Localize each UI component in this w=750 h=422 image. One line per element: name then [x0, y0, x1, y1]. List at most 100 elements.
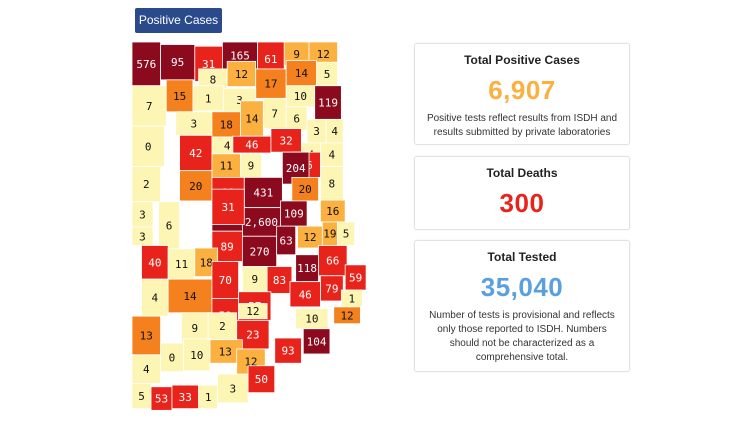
county-case-count: 3 — [236, 94, 243, 107]
county-case-count: 4 — [152, 292, 159, 305]
county-case-count: 42 — [189, 147, 202, 160]
county-case-count: 9 — [191, 322, 198, 335]
county-case-count: 10 — [190, 349, 203, 362]
county-case-count: 431 — [253, 187, 273, 200]
county-case-count: 16 — [326, 205, 339, 218]
county-case-count: 18 — [200, 256, 213, 269]
county-case-count: 5 — [324, 68, 331, 81]
county-case-count: 12 — [317, 48, 330, 61]
county-case-count: 20 — [299, 183, 312, 196]
county-case-count: 13 — [219, 345, 232, 358]
county-shape[interactable] — [241, 235, 278, 267]
county-case-count: 11 — [175, 258, 188, 271]
county-shape[interactable] — [131, 41, 161, 87]
county-case-count: 0 — [169, 351, 176, 364]
county-case-count: 6 — [293, 113, 300, 126]
county-case-count: 7 — [146, 100, 153, 113]
county-shape[interactable] — [131, 85, 167, 127]
county-case-count: 46 — [245, 139, 258, 152]
county-case-count: 10 — [294, 90, 307, 103]
county-case-count: 11 — [220, 160, 233, 173]
county-case-count: 118 — [297, 262, 317, 275]
county-case-count: 1 — [205, 92, 212, 105]
county-case-count: 61 — [264, 53, 277, 66]
county-case-count: 9 — [251, 273, 258, 286]
county-case-count: 4 — [329, 149, 336, 162]
county-shape[interactable] — [247, 365, 276, 394]
county-case-count: 50 — [255, 373, 268, 386]
total-positive-card: Total Positive Cases 6,907 Positive test… — [414, 43, 630, 145]
total-positive-title: Total Positive Cases — [464, 53, 580, 67]
county-shape[interactable] — [211, 188, 245, 225]
county-shape[interactable] — [131, 166, 161, 203]
county-shape[interactable] — [314, 85, 342, 120]
county-shape[interactable] — [131, 315, 161, 356]
county-case-count: 5 — [138, 390, 145, 403]
county-shape[interactable] — [280, 200, 308, 227]
county-shape[interactable] — [333, 306, 361, 325]
county-shape[interactable] — [241, 207, 281, 237]
county-case-count: 4 — [224, 139, 231, 152]
county-case-count: 9 — [248, 160, 255, 173]
county-case-count: 13 — [140, 329, 153, 342]
county-case-count: 19 — [323, 228, 336, 241]
county-shape[interactable] — [217, 373, 249, 404]
county-case-count: 2 — [219, 320, 226, 333]
county-case-count: 66 — [326, 255, 339, 268]
total-positive-value: 6,907 — [488, 75, 556, 105]
county-case-count: 79 — [325, 282, 338, 295]
county-case-count: 3 — [139, 208, 146, 221]
county-case-count: 12 — [246, 305, 259, 318]
county-case-count: 3 — [230, 382, 237, 395]
county-case-count: 14 — [183, 290, 197, 303]
county-case-count: 89 — [221, 240, 234, 253]
county-shape[interactable] — [238, 303, 268, 320]
county-shape[interactable] — [131, 125, 165, 167]
county-case-count: 70 — [219, 274, 232, 287]
county-case-count: 59 — [349, 271, 362, 284]
county-shape[interactable] — [141, 278, 169, 317]
positive-cases-button[interactable]: Positive Cases — [135, 8, 222, 33]
county-case-count: 31 — [202, 58, 215, 71]
county-case-count: 53 — [155, 393, 168, 406]
county-shape[interactable] — [302, 328, 331, 355]
county-case-count: 109 — [284, 208, 304, 221]
county-shape[interactable] — [226, 60, 257, 87]
county-case-count: 4 — [331, 125, 338, 138]
county-shape[interactable] — [274, 337, 302, 364]
county-case-count: 576 — [136, 58, 156, 71]
county-case-count: 12 — [340, 309, 353, 322]
county-case-count: 10 — [305, 313, 318, 326]
county-case-count: 204 — [286, 162, 306, 175]
county-shape[interactable] — [266, 266, 293, 294]
total-positive-note: Positive tests reflect results from ISDH… — [426, 113, 618, 138]
county-case-count: 3 — [139, 230, 146, 243]
county-case-count: 93 — [281, 345, 294, 358]
county-case-count: 165 — [230, 49, 250, 62]
county-shape[interactable] — [182, 338, 211, 372]
county-case-count: 18 — [220, 118, 233, 131]
county-shape[interactable] — [192, 85, 224, 112]
county-case-count: 4 — [143, 363, 150, 376]
county-shape[interactable] — [167, 248, 196, 280]
county-case-count: 1 — [349, 292, 356, 305]
county-case-count: 5 — [343, 228, 350, 241]
county-case-count: 14 — [245, 113, 259, 126]
county-case-count: 8 — [329, 177, 336, 190]
total-deaths-title: Total Deaths — [486, 166, 558, 180]
county-shape[interactable] — [289, 281, 321, 308]
county-shape[interactable] — [276, 225, 297, 256]
total-tested-note: Number of tests is provisional and refle… — [429, 310, 615, 363]
county-shape[interactable] — [160, 44, 196, 81]
county-case-count: 83 — [273, 274, 286, 287]
county-case-count: 8 — [210, 73, 217, 86]
county-case-count: 7 — [271, 107, 278, 120]
county-case-count: 15 — [173, 90, 186, 103]
county-case-count: 12 — [235, 68, 248, 81]
county-case-count: 17 — [264, 78, 277, 91]
county-case-count: 23 — [246, 329, 259, 342]
total-deaths-value: 300 — [499, 188, 545, 218]
county-shape[interactable] — [167, 278, 213, 314]
county-shape[interactable] — [207, 312, 238, 341]
